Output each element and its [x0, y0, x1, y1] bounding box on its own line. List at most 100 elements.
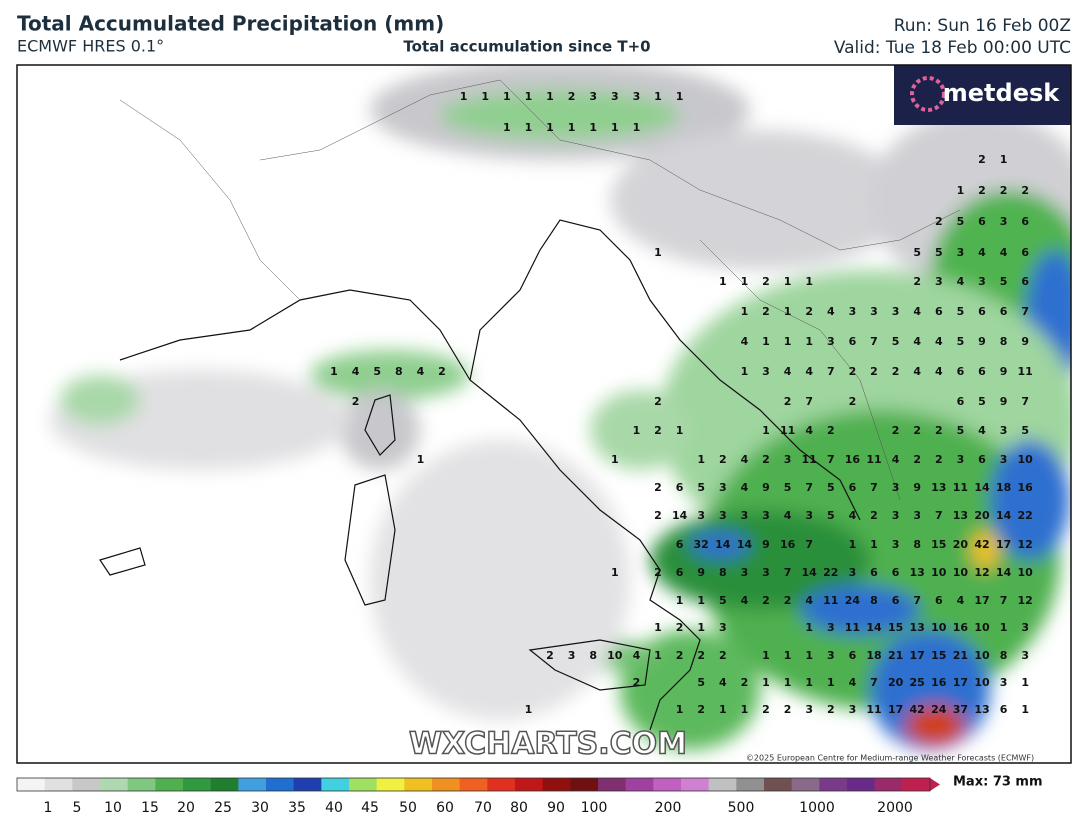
colorbar-segment	[127, 778, 156, 791]
grid-value: 2	[762, 594, 770, 607]
grid-value: 7	[805, 538, 813, 551]
grid-value: 2	[633, 676, 641, 689]
grid-value: 3	[589, 90, 597, 103]
grid-value: 1	[741, 305, 749, 318]
grid-value: 1	[1000, 621, 1008, 634]
colorbar-segment	[764, 778, 793, 791]
grid-value: 2	[978, 184, 986, 197]
grid-value: 9	[762, 538, 770, 551]
grid-value: 7	[870, 335, 878, 348]
grid-value: 2	[827, 703, 835, 716]
grid-value: 3	[1000, 215, 1008, 228]
grid-value: 1	[676, 90, 684, 103]
grid-value: 2	[741, 676, 749, 689]
colorbar-label: 50	[399, 800, 417, 816]
grid-value: 2	[697, 649, 705, 662]
colorbar-segment	[293, 778, 322, 791]
grid-value: 4	[1000, 246, 1008, 259]
grid-value: 1	[611, 566, 619, 579]
colorbar-segment	[349, 778, 378, 791]
grid-value: 2	[352, 395, 360, 408]
grid-value: 4	[741, 481, 749, 494]
grid-value: 4	[849, 676, 857, 689]
grid-value: 1	[633, 424, 641, 437]
grid-value: 2	[654, 509, 662, 522]
grid-value: 6	[892, 566, 900, 579]
grid-value: 3	[957, 246, 965, 259]
grid-value: 6	[676, 538, 684, 551]
grid-value: 3	[762, 566, 770, 579]
title: Total Accumulated Precipitation (mm)	[17, 12, 444, 36]
grid-value: 3	[892, 305, 900, 318]
grid-value: 10	[974, 649, 990, 662]
grid-value: 2	[805, 305, 813, 318]
grid-value: 9	[1000, 365, 1008, 378]
grid-value: 3	[719, 481, 727, 494]
colorbar-segment	[570, 778, 599, 791]
colorbar-label: 2000	[877, 800, 913, 816]
grid-value: 11	[953, 481, 968, 494]
grid-value: 12	[1018, 538, 1033, 551]
colorbar-segment	[902, 778, 931, 791]
grid-value: 5	[373, 365, 381, 378]
grid-value: 9	[913, 481, 921, 494]
grid-value: 1	[503, 121, 511, 134]
grid-value: 1	[676, 424, 684, 437]
colorbar-label: 40	[325, 800, 343, 816]
grid-value: 14	[802, 566, 818, 579]
grid-value: 4	[741, 453, 749, 466]
grid-value: 2	[568, 90, 576, 103]
grid-value: 2	[697, 703, 705, 716]
grid-value: 2	[935, 215, 943, 228]
colorbar: 1 5 10 15 20 25 30 35 40 45 50 60 70 80 90 100 200 500 100…	[16, 777, 940, 816]
copyright: ©2025 European Centre for Medium-range W…	[746, 754, 1034, 763]
grid-value: 4	[913, 365, 921, 378]
grid-value: 7	[827, 453, 835, 466]
grid-value: 1	[805, 676, 813, 689]
grid-value: 11	[845, 621, 860, 634]
grid-value: 3	[697, 509, 705, 522]
colorbar-segment	[238, 778, 267, 791]
grid-value: 2	[654, 481, 662, 494]
grid-value: 2	[870, 365, 878, 378]
grid-value: 6	[1021, 246, 1029, 259]
grid-value: 10	[1018, 453, 1034, 466]
colorbar-label: 15	[141, 800, 159, 816]
grid-value: 16	[845, 453, 861, 466]
colorbar-label: 30	[251, 800, 269, 816]
colorbar-segment	[653, 778, 682, 791]
grid-value: 14	[996, 509, 1012, 522]
colorbar-label: 80	[510, 800, 528, 816]
grid-value: 1	[568, 121, 576, 134]
grid-value: 1	[676, 594, 684, 607]
grid-value: 1	[762, 424, 770, 437]
run-time: Run: Sun 16 Feb 00Z	[894, 16, 1071, 36]
colorbar-segment	[708, 778, 737, 791]
grid-value: 1	[697, 453, 705, 466]
grid-value: 6	[978, 365, 986, 378]
grid-value: 3	[719, 621, 727, 634]
colorbar-segment	[72, 778, 101, 791]
colorbar-label: 500	[728, 800, 755, 816]
colorbar-arrow	[930, 778, 940, 791]
grid-value: 2	[1021, 184, 1029, 197]
grid-value: 1	[719, 275, 727, 288]
grid-value: 3	[957, 453, 965, 466]
grid-value: 1	[330, 365, 338, 378]
grid-value: 2	[676, 621, 684, 634]
grid-value: 4	[784, 365, 792, 378]
grid-value: 2	[1000, 184, 1008, 197]
colorbar-label: 5	[73, 800, 82, 816]
grid-value: 4	[957, 275, 965, 288]
grid-value: 6	[1021, 215, 1029, 228]
grid-value: 6	[1000, 305, 1008, 318]
grid-value: 3	[1021, 621, 1029, 634]
grid-value: 1	[1021, 703, 1029, 716]
grid-value: 10	[931, 566, 947, 579]
colorbar-segment	[44, 778, 73, 791]
grid-value: 3	[805, 703, 813, 716]
grid-value: 42	[910, 703, 925, 716]
grid-value: 3	[870, 305, 878, 318]
grid-value: 5	[957, 424, 965, 437]
